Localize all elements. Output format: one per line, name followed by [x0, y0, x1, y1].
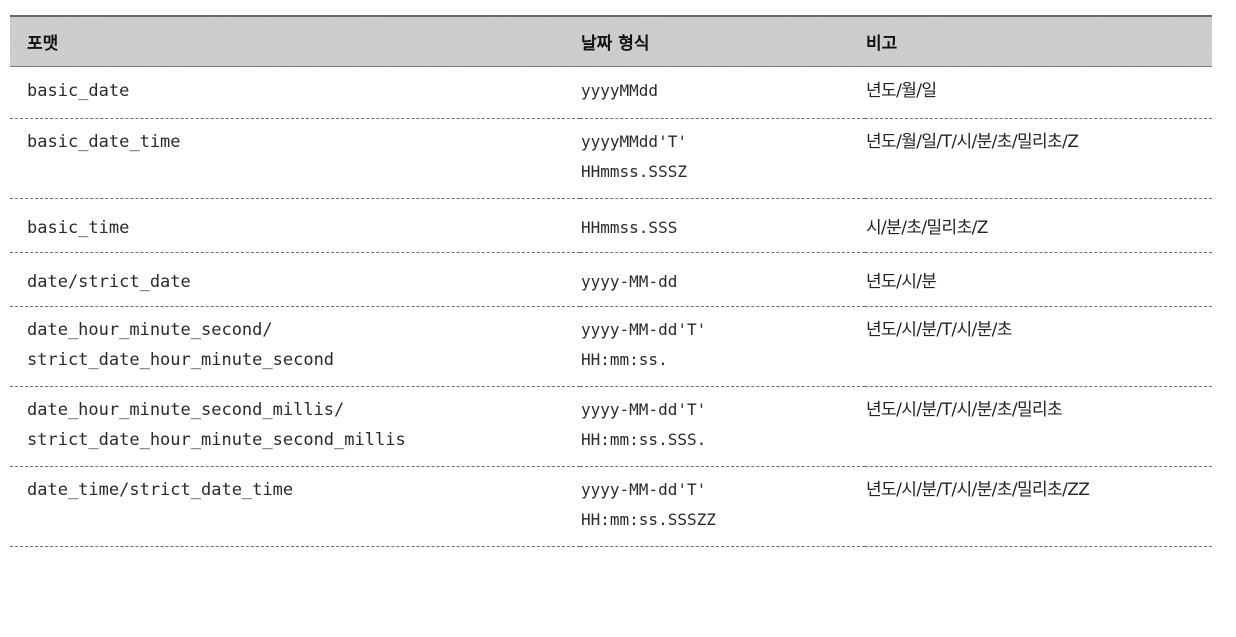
- format-cell: date/strict_date: [10, 252, 580, 306]
- table-row: date/strict_date yyyy-MM-dd 년도/시/분: [10, 252, 1212, 306]
- pattern-text: yyyyMMdd: [581, 80, 659, 100]
- format-text: date_hour_minute_second/: [27, 319, 273, 340]
- pattern-cell: yyyyMMdd'T' HHmmss.SSSZ: [580, 118, 865, 198]
- format-cell: date_time/strict_date_time: [10, 466, 580, 546]
- format-cell: date_hour_minute_second/ strict_date_hou…: [10, 306, 580, 386]
- note-cell: 년도/월/일: [866, 80, 937, 101]
- format-text: date/strict_date: [27, 271, 191, 292]
- pattern-cell: yyyy-MM-dd'T' HH:mm:ss.SSS.: [580, 386, 865, 466]
- note-cell: 년도/시/분/T/시/분/초/밀리초: [866, 399, 1063, 420]
- table-row: date_hour_minute_second/ strict_date_hou…: [10, 306, 1212, 386]
- note-cell: 년도/시/분/T/시/분/초/밀리초/ZZ: [866, 479, 1090, 500]
- table-row: date_hour_minute_second_millis/ strict_d…: [10, 386, 1212, 466]
- pattern-text: HHmmss.SSSZ: [581, 161, 687, 181]
- format-text: basic_time: [27, 217, 130, 238]
- format-text: basic_date_time: [27, 131, 181, 152]
- format-cell: basic_date: [10, 66, 580, 118]
- pattern-cell: yyyy-MM-dd'T' HH:mm:ss.: [580, 306, 865, 386]
- pattern-cell: yyyy-MM-dd: [580, 252, 865, 306]
- pattern-text: yyyy-MM-dd'T': [581, 319, 707, 339]
- pattern-text: yyyy-MM-dd: [581, 271, 678, 291]
- pattern-text: yyyyMMdd'T': [581, 131, 687, 151]
- pattern-cell: yyyy-MM-dd'T' HH:mm:ss.SSSZZ: [580, 466, 865, 546]
- pattern-cell: HHmmss.SSS: [580, 198, 865, 252]
- format-cell: date_hour_minute_second_millis/ strict_d…: [10, 386, 580, 466]
- table-header-row: 포맷 날짜 형식 비고: [10, 16, 1212, 66]
- format-text: date_time/strict_date_time: [27, 479, 294, 500]
- note-cell: 년도/시/분/T/시/분/초: [866, 319, 1012, 340]
- pattern-text: yyyy-MM-dd'T': [581, 479, 707, 499]
- table-row: basic_date_time yyyyMMdd'T' HHmmss.SSSZ …: [10, 118, 1212, 198]
- format-text: date_hour_minute_second_millis/: [27, 399, 345, 420]
- header-note: 비고: [866, 33, 898, 54]
- pattern-text: yyyy-MM-dd'T': [581, 399, 707, 419]
- note-cell: 년도/월/일/T/시/분/초/밀리초/Z: [866, 131, 1079, 152]
- table-row: date_time/strict_date_time yyyy-MM-dd'T'…: [10, 466, 1212, 546]
- date-format-table-container: 포맷 날짜 형식 비고 basic_date yyyyMMdd 년도/월/일 b…: [10, 15, 1212, 547]
- format-cell: basic_date_time: [10, 118, 580, 198]
- format-cell: basic_time: [10, 198, 580, 252]
- pattern-text: HH:mm:ss.SSSZZ: [581, 509, 716, 529]
- date-format-table: 포맷 날짜 형식 비고 basic_date yyyyMMdd 년도/월/일 b…: [10, 15, 1212, 547]
- format-text: strict_date_hour_minute_second_millis: [27, 429, 406, 450]
- note-cell: 년도/시/분: [866, 271, 937, 292]
- note-cell: 시/분/초/밀리초/Z: [866, 217, 988, 238]
- format-text: strict_date_hour_minute_second: [27, 349, 335, 370]
- header-format: 포맷: [27, 33, 59, 54]
- table-row: basic_date yyyyMMdd 년도/월/일: [10, 66, 1212, 118]
- format-text: basic_date: [27, 80, 130, 101]
- pattern-cell: yyyyMMdd: [580, 66, 865, 118]
- header-pattern: 날짜 형식: [581, 33, 650, 54]
- pattern-text: HH:mm:ss.: [581, 349, 668, 369]
- table-row: basic_time HHmmss.SSS 시/분/초/밀리초/Z: [10, 198, 1212, 252]
- pattern-text: HHmmss.SSS: [581, 217, 678, 237]
- pattern-text: HH:mm:ss.SSS.: [581, 429, 707, 449]
